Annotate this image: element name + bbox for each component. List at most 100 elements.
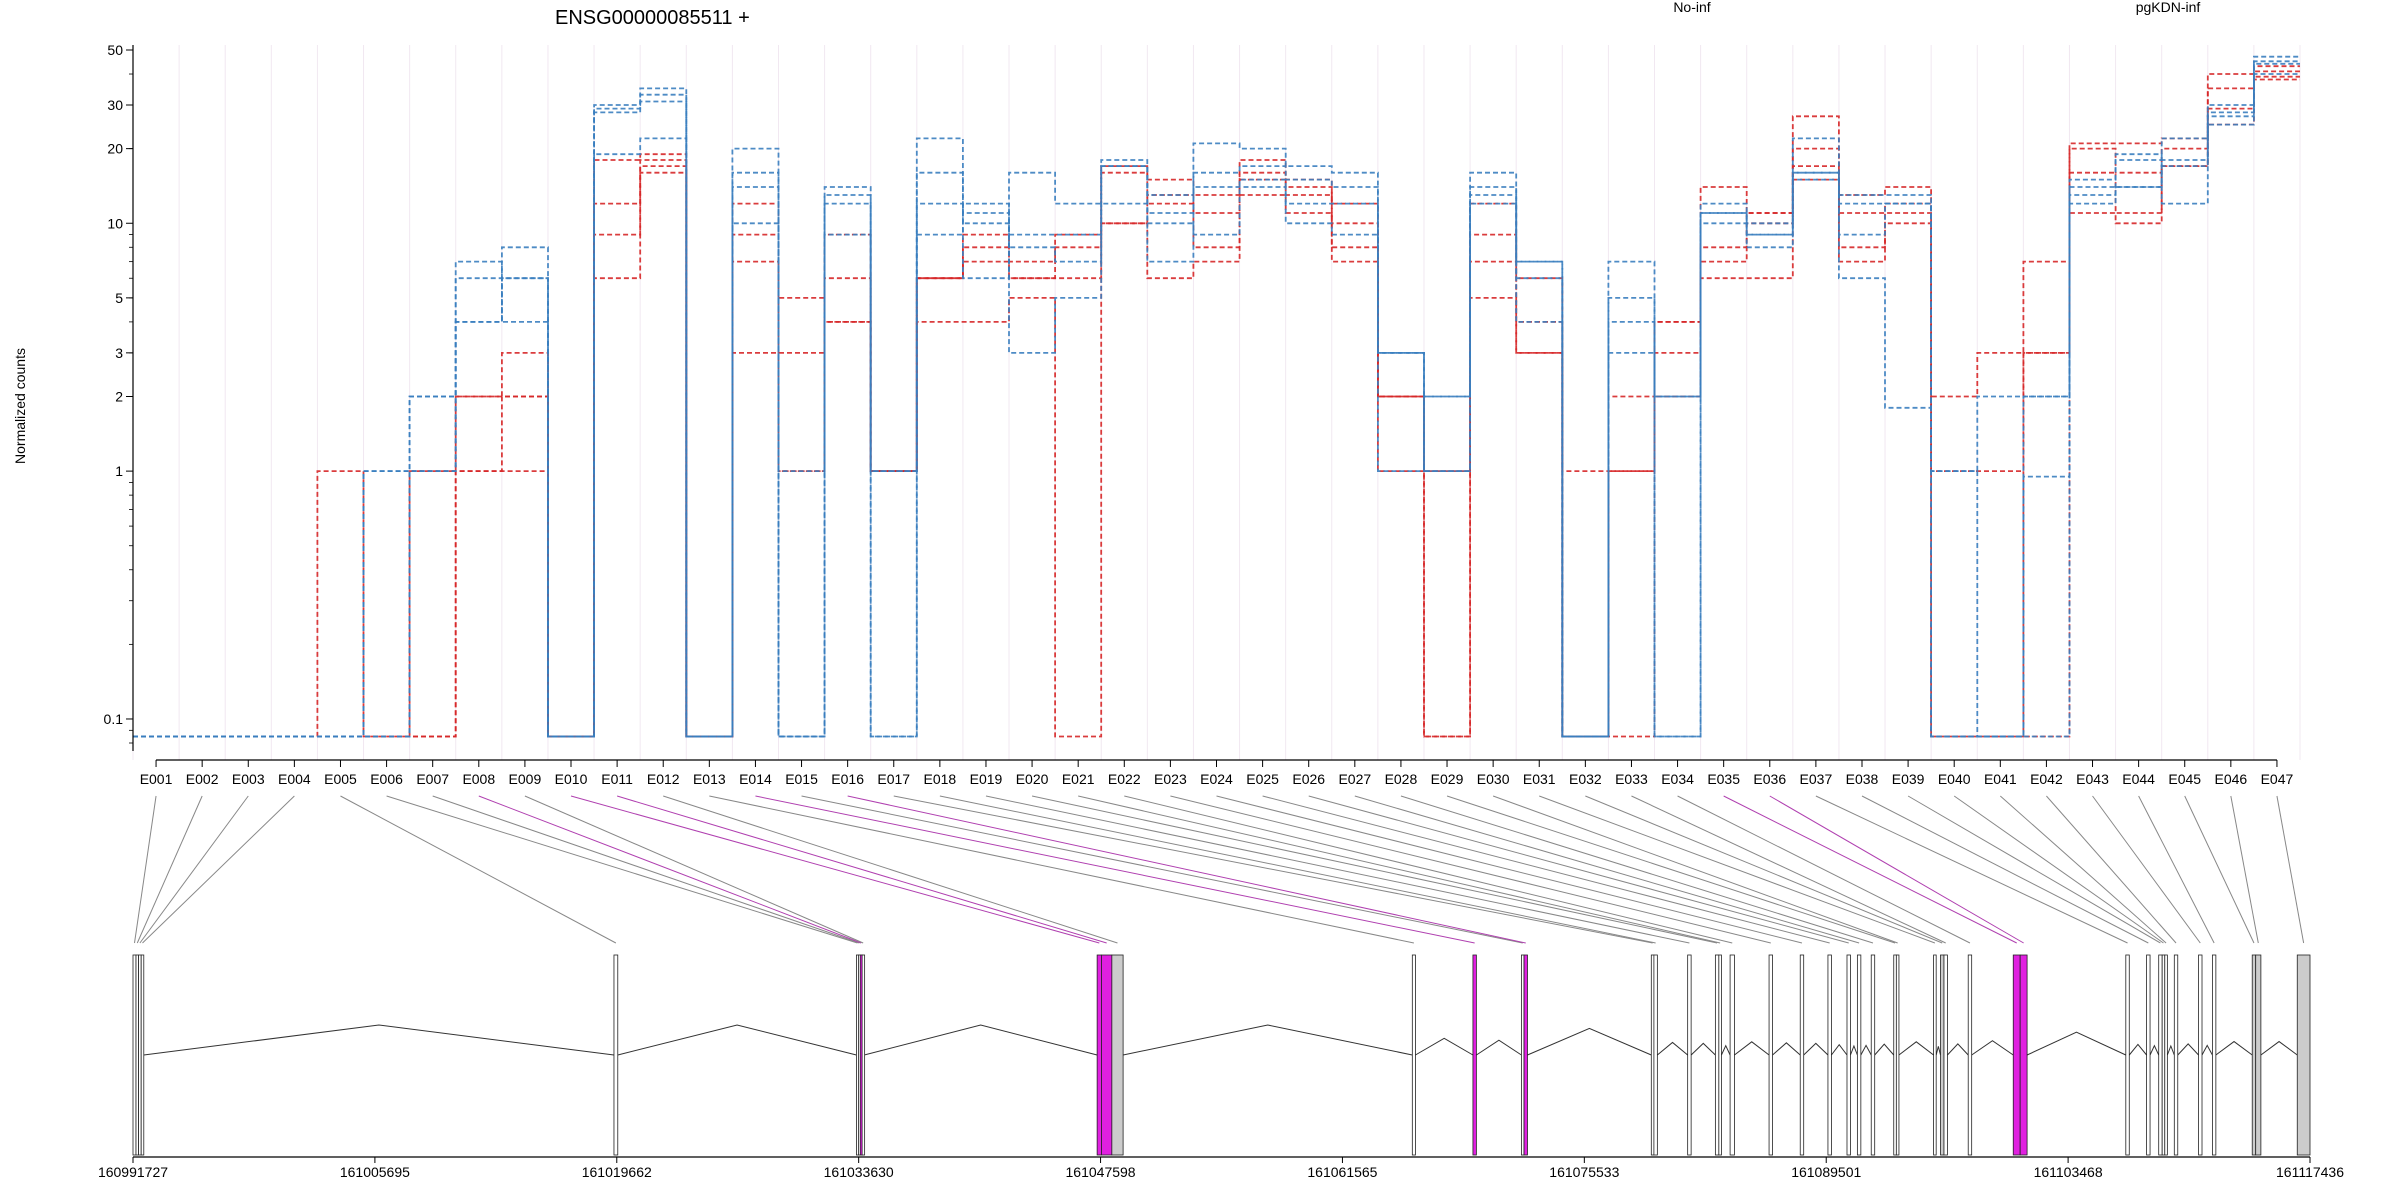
x-tick-label: E045 (2168, 771, 2201, 787)
exon-connectors (134, 795, 2305, 944)
connector-line (847, 795, 1526, 944)
exon-block-E016 (1523, 954, 1528, 1156)
connector-line (142, 795, 295, 944)
x-tick-label: E034 (1661, 771, 1694, 787)
x-tick-label: E019 (970, 771, 1003, 787)
exon-block-E044 (2211, 954, 2217, 1156)
legend-pgkdn-inf: pgKDN-inf (2136, 0, 2201, 15)
x-tick-label: E006 (370, 771, 403, 787)
exon-block-E022 (1729, 954, 1735, 1156)
x-tick-label: E044 (2122, 771, 2155, 787)
intron-line (2215, 1040, 2253, 1056)
x-tick-label: E020 (1016, 771, 1049, 787)
legend-no-inf: No-inf (1673, 0, 1710, 15)
y-tick-label: 0.1 (104, 711, 124, 727)
x-tick-label: E026 (1292, 771, 1325, 787)
connector-line (1539, 795, 1936, 944)
x-tick-label: E024 (1200, 771, 1233, 787)
series-lines (133, 55, 2300, 738)
connector-line (1585, 795, 1943, 944)
intron-line (1690, 1042, 1716, 1056)
intron-line (1898, 1041, 1934, 1056)
exon-block-E036 (2019, 954, 2028, 1156)
x-tick-label: E025 (1246, 771, 1279, 787)
x-tick-label: E018 (924, 771, 957, 787)
intron-line (2166, 1044, 2175, 1056)
exon-block-E019 (1687, 954, 1692, 1156)
intron-line (1935, 1046, 1941, 1056)
x-tick-label: E028 (1385, 771, 1418, 787)
exon-block-E013 (1411, 954, 1416, 1156)
y-tick-label: 10 (107, 215, 123, 231)
connector-line (1492, 795, 1898, 944)
connector-line (1769, 795, 2024, 944)
coordinate-tick-label: 160991727 (98, 1164, 168, 1180)
intron-line (1527, 1027, 1652, 1056)
exon-block-E010 (1096, 954, 1102, 1156)
coordinate-tick-label: 161117436 (2276, 1164, 2344, 1180)
coordinate-tick-label: 161047598 (1066, 1164, 1136, 1180)
coordinate-tick-label: 161075533 (1549, 1164, 1619, 1180)
connector-line (1124, 795, 1733, 944)
x-tick-label: E003 (232, 771, 265, 787)
y-axis-label: Normalized counts (12, 348, 28, 464)
exon-block-E030 (1895, 954, 1900, 1156)
series-line-8 (133, 60, 2300, 738)
series-line-7 (133, 62, 2300, 738)
x-tick-label: E011 (601, 771, 633, 787)
connector-line (1400, 795, 1874, 944)
coordinate-tick-label: 161061565 (1307, 1164, 1377, 1180)
connector-line (801, 795, 1523, 944)
intron-line (1874, 1043, 1895, 1056)
connector-line (1631, 795, 1946, 944)
connector-line (1262, 795, 1830, 944)
connector-line (1815, 795, 2128, 944)
x-tick-label: E023 (1154, 771, 1187, 787)
series-line-1 (133, 65, 2300, 738)
y-axis: 0.1 1 2 3 5 10 20 30 50 (104, 42, 134, 751)
intron-line (1734, 1041, 1770, 1056)
connector-line (340, 795, 617, 944)
connector-line (2276, 795, 2305, 944)
exon-block-E001 (132, 954, 137, 1156)
connector-line (2184, 795, 2255, 944)
x-tick-label: E038 (1846, 771, 1879, 787)
connector-line (386, 795, 858, 944)
y-tick-label: 50 (107, 42, 123, 58)
intron-line (1476, 1039, 1522, 1056)
exon-block-E032 (1940, 954, 1945, 1156)
coordinate-tick-label: 161005695 (340, 1164, 410, 1180)
connector-line (1907, 795, 2161, 944)
y-tick-label: 3 (115, 345, 123, 361)
series-line-3 (133, 70, 2300, 738)
intron-line (2149, 1044, 2160, 1056)
x-tick-label: E021 (1062, 771, 1095, 787)
connector-line (1216, 795, 1803, 944)
intron-line (2177, 1043, 2199, 1056)
x-tick-label: E042 (2030, 771, 2063, 787)
connector-line (478, 795, 862, 944)
connector-line (1078, 795, 1721, 944)
x-tick-label: E015 (785, 771, 818, 787)
intron-line (2026, 1031, 2127, 1056)
exon-block-E027 (1856, 954, 1862, 1156)
intron-line (1415, 1037, 1474, 1056)
series-line-2 (133, 78, 2300, 738)
exon-block-E028 (1870, 954, 1876, 1156)
gene-model (132, 954, 2311, 1156)
connector-line (2138, 795, 2215, 944)
connector-line (709, 795, 1414, 944)
exon-block-E038 (2146, 954, 2151, 1156)
x-tick-label: E036 (1753, 771, 1786, 787)
connector-line (616, 795, 1107, 944)
exon-block-E009 (861, 954, 866, 1156)
x-tick-label: E002 (186, 771, 219, 787)
x-tick-label: E043 (2076, 771, 2109, 787)
intron-line (1971, 1040, 2014, 1056)
connector-line (2092, 795, 2201, 944)
exon-block-E024 (1799, 954, 1805, 1156)
x-tick-label: E008 (462, 771, 495, 787)
connector-line (2046, 795, 2177, 944)
exon-block-E023 (1768, 954, 1773, 1156)
intron-line (1123, 1024, 1413, 1056)
